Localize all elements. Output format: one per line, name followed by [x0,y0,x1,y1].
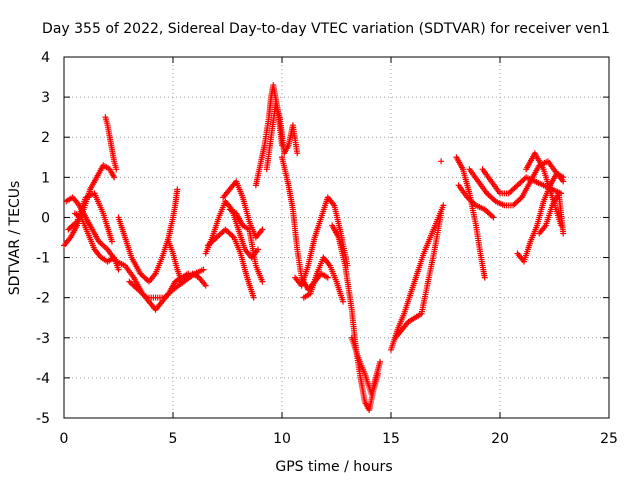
series-track-20 [348,334,384,397]
y-tick-label: -3 [36,331,50,347]
data-point [200,266,207,273]
y-tick-label: 3 [41,90,50,106]
data-point [111,174,118,181]
data-point [255,246,262,253]
series-track-25 [455,182,497,221]
series-track-24 [453,154,488,281]
data-points [61,82,567,413]
series-track-18 [300,254,347,305]
data-point [202,282,209,289]
data-point [108,238,115,245]
plot-frame [63,56,610,419]
y-axis-label: SDTVAR / TECUs [7,181,23,296]
data-point [115,266,122,273]
y-tick-label: 4 [41,50,50,66]
x-tick-label: 5 [169,431,178,447]
series-track-9 [165,238,209,289]
series-track-28 [514,170,567,265]
data-point [560,230,567,237]
y-tick-label: -2 [36,291,50,307]
data-point [113,166,120,173]
data-point [250,294,257,301]
data-point [294,150,301,157]
data-point [259,278,266,285]
series-track-30 [536,190,567,237]
x-axis-label: GPS time / hours [275,459,392,475]
chart-title: Day 355 of 2022, Sidereal Day-to-day VTE… [42,21,610,37]
series-track-29 [523,150,565,229]
series-track-17 [292,194,351,289]
series-track-22 [392,210,445,341]
data-point [481,274,488,281]
series-track-26 [466,158,567,209]
data-point [259,226,266,233]
data-point [440,202,447,209]
series-track-6 [115,186,181,285]
data-point [438,158,445,165]
y-tick-label: 2 [41,130,50,146]
series-track-13 [226,206,266,285]
y-tick-label: -1 [36,251,50,267]
y-tick-label: -4 [36,371,50,387]
series-track-16 [279,154,331,293]
series-track-21 [388,202,447,353]
y-tick-label: 1 [41,170,50,186]
series-track-23 [438,158,445,165]
series-track-5 [102,114,120,173]
data-point [324,274,331,281]
x-tick-label: 25 [600,431,618,447]
series-track-15 [263,102,301,173]
x-tick-label: 10 [273,431,291,447]
x-tick-label: 15 [382,431,400,447]
y-tick-label: -5 [36,411,50,427]
data-point [490,214,497,221]
data-point [174,186,181,193]
data-point [340,298,347,305]
axis-ticks: 0 5 10 15 20 25 -5 -4 -3 -2 -1 0 1 2 3 4 [36,50,618,447]
y-tick-label: 0 [41,210,50,226]
data-point [560,174,567,181]
data-point [377,358,384,365]
x-tick-label: 20 [491,431,509,447]
x-tick-label: 0 [60,431,69,447]
series-track-11 [204,226,257,301]
data-point [438,210,445,217]
